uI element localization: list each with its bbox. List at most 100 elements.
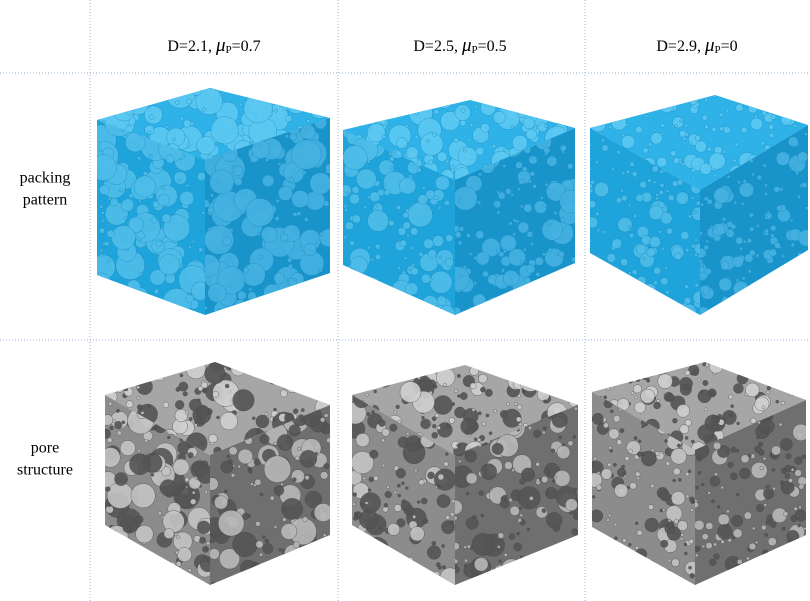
particle (274, 408, 277, 411)
particle (797, 524, 800, 527)
particle (382, 464, 385, 467)
particle (390, 306, 399, 315)
particle (769, 249, 776, 256)
particle (797, 95, 800, 98)
particle (688, 470, 691, 473)
particle (620, 259, 627, 266)
particle (357, 286, 360, 289)
particle (672, 418, 677, 423)
particle (233, 389, 255, 411)
particle (259, 362, 264, 367)
particle (790, 219, 793, 222)
particle (777, 112, 780, 115)
particle (485, 389, 492, 396)
particle (421, 416, 424, 419)
particle (523, 118, 534, 129)
particle (575, 396, 578, 399)
particle (390, 424, 398, 432)
particle (136, 571, 147, 582)
particle (738, 181, 741, 184)
particle (509, 534, 515, 540)
header-text: D=2.9, (656, 38, 701, 55)
particle (107, 260, 110, 263)
particle (679, 130, 686, 137)
particle (598, 374, 605, 381)
particle (107, 438, 112, 443)
particle (598, 285, 601, 288)
particle (533, 382, 536, 385)
particle (362, 276, 365, 279)
particle (90, 154, 116, 180)
particle (437, 426, 441, 430)
particle (114, 472, 127, 485)
particle (185, 411, 188, 414)
particle (397, 484, 400, 487)
particle (124, 387, 133, 396)
particle (760, 466, 764, 470)
particle (271, 291, 293, 313)
particle (631, 392, 634, 395)
particle (460, 392, 467, 399)
particle (451, 499, 455, 503)
particle (398, 371, 405, 378)
particle (285, 379, 298, 392)
particle (655, 451, 659, 455)
particle (326, 438, 331, 443)
particle (635, 396, 638, 399)
particle (438, 474, 444, 480)
particle (519, 507, 522, 510)
particle (107, 230, 114, 237)
particle (99, 228, 104, 233)
particle (281, 483, 284, 486)
particle (761, 525, 766, 530)
particle (359, 379, 363, 383)
particle (375, 254, 380, 259)
particle (275, 216, 279, 220)
particle (113, 531, 116, 534)
particle (560, 217, 564, 221)
particle (381, 439, 384, 442)
particle (788, 479, 792, 483)
particle (186, 99, 191, 104)
particle (449, 417, 455, 423)
particle (199, 248, 203, 252)
particle (390, 115, 393, 118)
particle (600, 310, 603, 313)
particle (323, 294, 326, 297)
particle (536, 272, 540, 276)
particle (546, 492, 549, 495)
particle (594, 564, 597, 567)
particle (700, 278, 703, 281)
particle (787, 530, 799, 542)
particle (166, 572, 187, 593)
particle (247, 575, 251, 579)
particle (535, 257, 543, 265)
particle (471, 576, 474, 579)
particle (493, 111, 505, 123)
particle (382, 429, 390, 437)
particle (634, 402, 645, 413)
particle (621, 189, 624, 192)
particle (117, 431, 121, 435)
particle (346, 268, 350, 272)
particle (516, 162, 523, 169)
particle (166, 364, 175, 373)
particle (700, 390, 703, 393)
particle (253, 85, 266, 98)
particle (374, 390, 377, 393)
particle (459, 227, 464, 232)
particle (643, 103, 649, 109)
particle (707, 147, 711, 151)
particle (684, 543, 687, 546)
particle (184, 308, 190, 314)
particle (362, 305, 369, 312)
particle (695, 141, 706, 152)
particle (390, 560, 393, 563)
particle (783, 569, 798, 584)
particle (736, 449, 739, 452)
particle (458, 241, 462, 245)
particle (652, 93, 656, 97)
particle (751, 418, 756, 423)
particle (611, 168, 614, 171)
particle (614, 484, 628, 498)
